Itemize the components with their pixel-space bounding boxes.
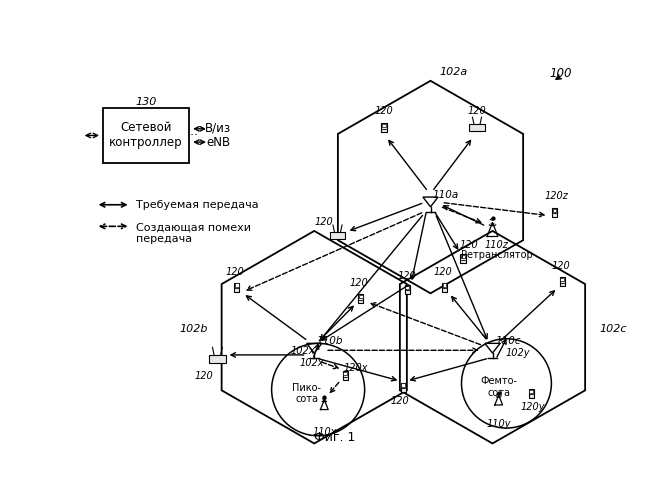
Bar	[553, 208, 557, 212]
Bar	[460, 254, 466, 264]
Text: 120: 120	[390, 396, 409, 406]
Bar	[405, 285, 410, 294]
Bar	[330, 232, 345, 239]
Bar	[441, 282, 447, 292]
Bar	[359, 295, 363, 298]
Bar	[358, 294, 364, 304]
Text: 100: 100	[549, 68, 572, 80]
Text: 130: 130	[135, 96, 157, 106]
Bar	[343, 372, 347, 376]
Text: 120: 120	[314, 216, 333, 226]
Bar	[529, 390, 533, 393]
Text: 102x: 102x	[290, 346, 315, 356]
Text: 120: 120	[226, 267, 245, 277]
Bar	[528, 389, 534, 398]
Text: Фемто-
сота: Фемто- сота	[480, 376, 517, 398]
Text: Пико-
сота: Пико- сота	[292, 382, 321, 404]
Bar	[235, 284, 239, 287]
Text: 110c: 110c	[495, 336, 521, 346]
Bar	[443, 284, 446, 287]
Text: 110b: 110b	[317, 336, 343, 346]
Bar	[402, 384, 405, 387]
Bar	[234, 282, 239, 292]
Text: Сетевой
контроллер: Сетевой контроллер	[109, 122, 183, 150]
Bar	[381, 123, 387, 132]
Bar	[461, 255, 465, 258]
Text: 120: 120	[194, 370, 213, 380]
Text: ···: ···	[186, 129, 199, 142]
Text: 110x: 110x	[312, 427, 337, 437]
Text: Ретранслятор: Ретранслятор	[460, 250, 532, 260]
Text: 120: 120	[398, 270, 417, 280]
Bar	[209, 355, 226, 362]
Bar	[401, 382, 406, 392]
Text: 120: 120	[375, 106, 393, 116]
Text: 110y: 110y	[487, 419, 511, 429]
Text: 120: 120	[460, 240, 479, 250]
Text: 110z: 110z	[485, 240, 508, 250]
Text: 102b: 102b	[179, 324, 207, 334]
Bar	[405, 286, 409, 289]
Text: 120y: 120y	[521, 402, 545, 412]
Text: 110a: 110a	[433, 190, 459, 200]
Text: В/из
eNB: В/из eNB	[205, 122, 232, 150]
Text: Создающая помехи
передача: Создающая помехи передача	[136, 222, 251, 244]
Text: 102c: 102c	[600, 324, 627, 334]
Bar	[103, 108, 189, 163]
Bar	[382, 124, 386, 128]
Bar	[560, 278, 564, 281]
Bar	[343, 371, 348, 380]
Text: Требуемая передача: Требуемая передача	[136, 200, 258, 210]
Text: 102a: 102a	[439, 66, 468, 76]
Bar	[552, 208, 557, 217]
Text: 120: 120	[551, 262, 570, 272]
Text: 102x: 102x	[300, 358, 324, 368]
Text: 120z: 120z	[544, 190, 568, 200]
Text: 102y: 102y	[506, 348, 530, 358]
Bar	[560, 277, 565, 286]
Bar	[470, 124, 485, 132]
Text: Фиг. 1: Фиг. 1	[315, 431, 356, 444]
Text: 120x: 120x	[344, 363, 368, 373]
Text: 120: 120	[350, 278, 369, 288]
Text: 120: 120	[468, 106, 487, 116]
Text: 120: 120	[434, 267, 453, 277]
